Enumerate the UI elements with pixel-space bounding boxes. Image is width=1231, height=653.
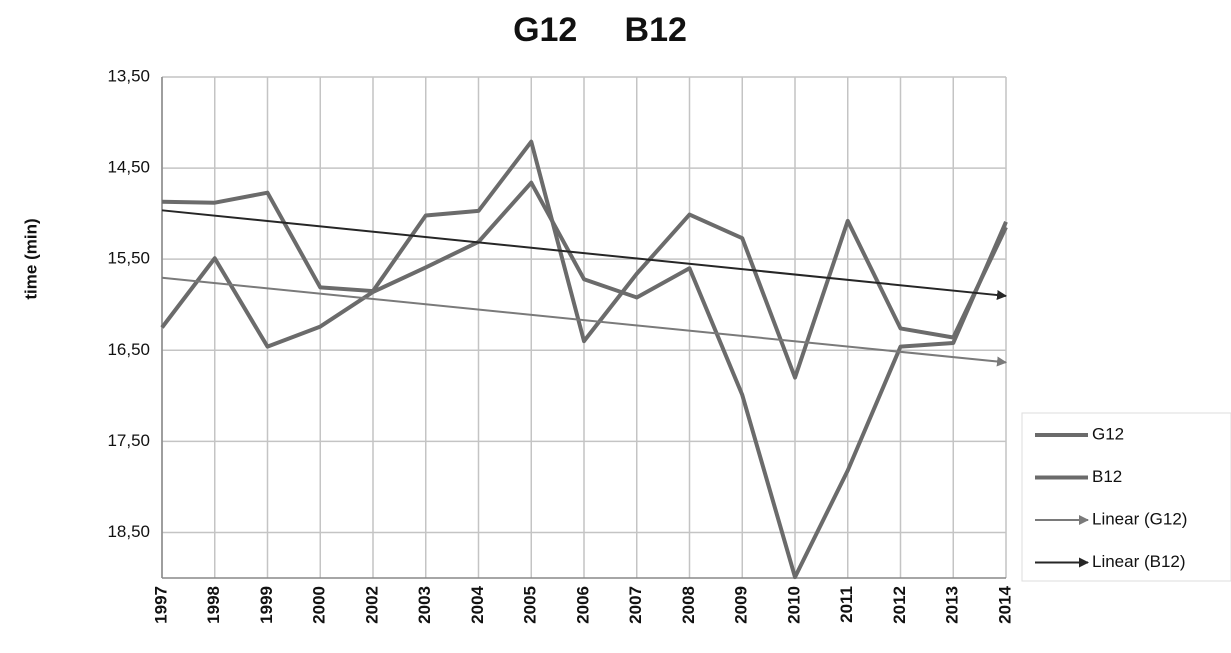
- x-tick-label: 2013: [943, 586, 962, 624]
- legend-label: Linear (B12): [1092, 552, 1186, 571]
- x-tick-label: 2000: [310, 586, 329, 624]
- x-tick-label: 2011: [837, 586, 856, 623]
- trendline: [161, 209, 1007, 301]
- legend-label: Linear (G12): [1092, 509, 1187, 528]
- x-tick-label: 2005: [521, 586, 540, 624]
- legend-box: [1021, 412, 1231, 582]
- x-tick-label: 2010: [784, 586, 803, 624]
- series-line: [161, 139, 1008, 380]
- legend-label: G12: [1092, 424, 1124, 443]
- x-tick-label: 2002: [362, 586, 381, 624]
- chart-title: G12 B12: [513, 11, 687, 49]
- x-tick-label: 1997: [151, 586, 170, 624]
- y-axis-label: time (min): [21, 218, 40, 299]
- x-tick-label: 2004: [468, 585, 487, 623]
- y-tick-label: 13,50: [107, 66, 150, 85]
- y-tick-label: 14,50: [107, 158, 150, 177]
- y-tick-label: 17,50: [107, 431, 150, 450]
- trendline: [161, 276, 1007, 367]
- x-tick-label: 2009: [732, 586, 751, 624]
- series-line: [160, 180, 1008, 580]
- x-tick-label: 2012: [890, 586, 909, 624]
- x-tick-label: 2003: [415, 586, 434, 624]
- x-tick-label: 2014: [995, 585, 1014, 623]
- y-tick-label: 16,50: [107, 340, 150, 359]
- x-tick-label: 2008: [679, 586, 698, 624]
- y-tick-label: 15,50: [107, 249, 150, 268]
- x-tick-label: 2007: [626, 586, 645, 624]
- x-tick-label: 1998: [204, 586, 223, 624]
- legend-label: B12: [1092, 467, 1122, 486]
- x-tick-label: 2006: [573, 586, 592, 624]
- x-tick-label: 1999: [257, 586, 276, 624]
- y-tick-label: 18,50: [107, 522, 150, 541]
